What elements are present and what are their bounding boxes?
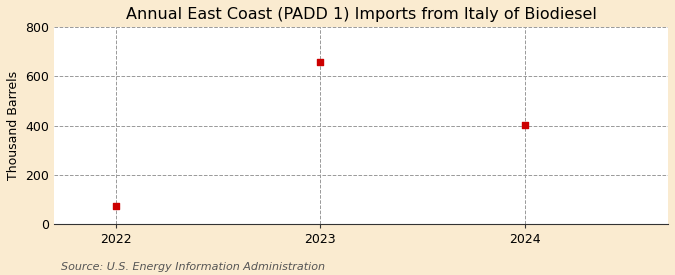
Point xyxy=(110,204,121,208)
Point xyxy=(520,123,531,127)
Text: Source: U.S. Energy Information Administration: Source: U.S. Energy Information Administ… xyxy=(61,262,325,272)
Point xyxy=(315,59,326,64)
Title: Annual East Coast (PADD 1) Imports from Italy of Biodiesel: Annual East Coast (PADD 1) Imports from … xyxy=(126,7,597,22)
Y-axis label: Thousand Barrels: Thousand Barrels xyxy=(7,71,20,180)
